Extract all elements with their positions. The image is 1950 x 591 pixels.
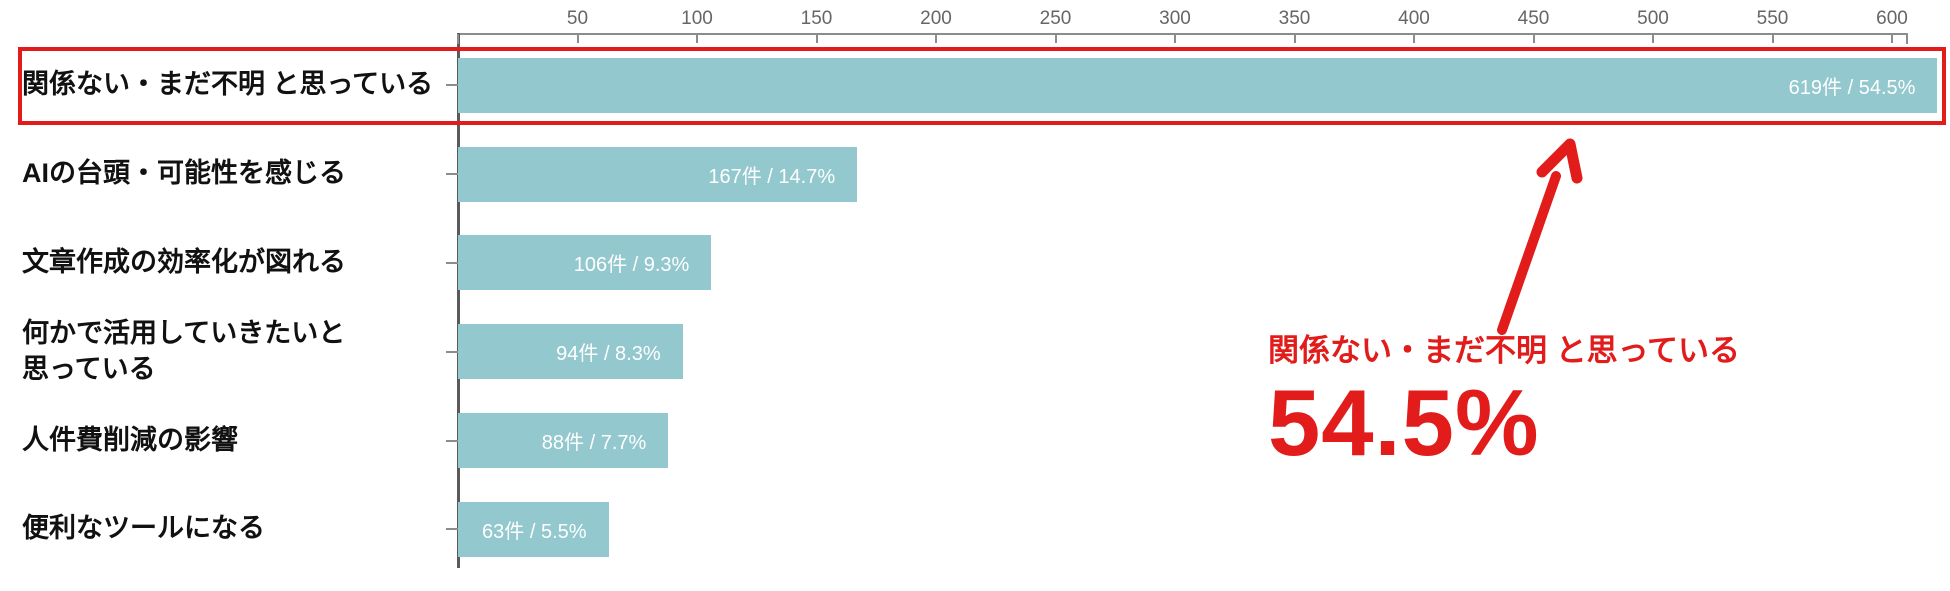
- x-axis-line: [458, 33, 1908, 35]
- bar-value-label: 106件 / 9.3%: [573, 254, 690, 277]
- axis-tick: [1174, 34, 1176, 43]
- bar-value-label: 167件 / 14.7%: [708, 165, 836, 188]
- annotation-value: 54.5%: [1268, 370, 1540, 476]
- axis-tick-label: 450: [1517, 8, 1550, 29]
- axis-tick: [1652, 34, 1654, 43]
- axis-tick-label: 500: [1637, 8, 1669, 29]
- annotation-callout: 関係ない・まだ不明 と思っている 54.5%: [1268, 332, 1740, 471]
- axis-tick: [1413, 34, 1415, 43]
- bar: 88件 / 7.7%: [458, 413, 669, 468]
- category-label: 関係ない・まだ不明 と思っている: [22, 69, 434, 100]
- annotation-label: 関係ない・まだ不明 と思っている: [1268, 333, 1741, 368]
- row-tick: [446, 528, 458, 531]
- bar: 619件 / 54.5%: [458, 57, 1938, 113]
- axis-tick-label: 550: [1756, 8, 1789, 29]
- axis-tick-label: 50: [566, 8, 589, 29]
- bar-value-label: 94件 / 8.3%: [556, 343, 661, 366]
- axis-tick-label: 250: [1039, 8, 1072, 29]
- row-tick: [446, 439, 458, 442]
- bar: 63件 / 5.5%: [458, 501, 609, 557]
- bar: 167件 / 14.7%: [458, 146, 858, 202]
- axis-end-tick: [457, 34, 459, 44]
- axis-tick: [1771, 34, 1774, 43]
- category-label: 便利なツールになる: [22, 513, 265, 544]
- axis-tick-label: 300: [1159, 8, 1191, 29]
- axis-tick-label: 400: [1398, 8, 1430, 29]
- axis-tick: [576, 34, 579, 43]
- highlight-rectangle: [18, 47, 1946, 125]
- bar: 94件 / 8.3%: [458, 324, 683, 380]
- axis-tick: [1293, 34, 1296, 43]
- category-label: AIの台頭・可能性を感じる: [22, 158, 346, 189]
- y-axis-line: [457, 33, 460, 568]
- bar-value-label: 88件 / 7.7%: [541, 432, 647, 454]
- axis-tick-label: 200: [920, 8, 952, 29]
- category-label: 人件費削減の影響: [22, 424, 238, 455]
- axis-tick: [1532, 34, 1535, 43]
- axis-end-tick: [1906, 34, 1908, 44]
- row-tick: [446, 261, 458, 264]
- category-label: 何かで活用していきたいと 思っている: [22, 317, 346, 384]
- row-tick: [446, 173, 458, 176]
- axis-tick: [935, 34, 937, 43]
- bar-value-label: 619件 / 54.5%: [1788, 76, 1916, 99]
- row-tick: [446, 350, 458, 353]
- bar: 106件 / 9.3%: [458, 235, 712, 291]
- axis-tick: [1891, 34, 1893, 43]
- category-label: 文章作成の効率化が図れる: [22, 246, 346, 277]
- axis-tick: [1054, 34, 1057, 43]
- axis-tick-label: 350: [1278, 8, 1311, 29]
- axis-tick: [696, 34, 698, 43]
- axis-tick: [815, 34, 818, 43]
- axis-tick-label: 600: [1876, 8, 1908, 29]
- row-tick: [446, 84, 458, 87]
- axis-tick-label: 150: [800, 8, 833, 29]
- axis-tick-label: 100: [681, 8, 713, 29]
- bar-value-label: 63件 / 5.5%: [482, 520, 587, 543]
